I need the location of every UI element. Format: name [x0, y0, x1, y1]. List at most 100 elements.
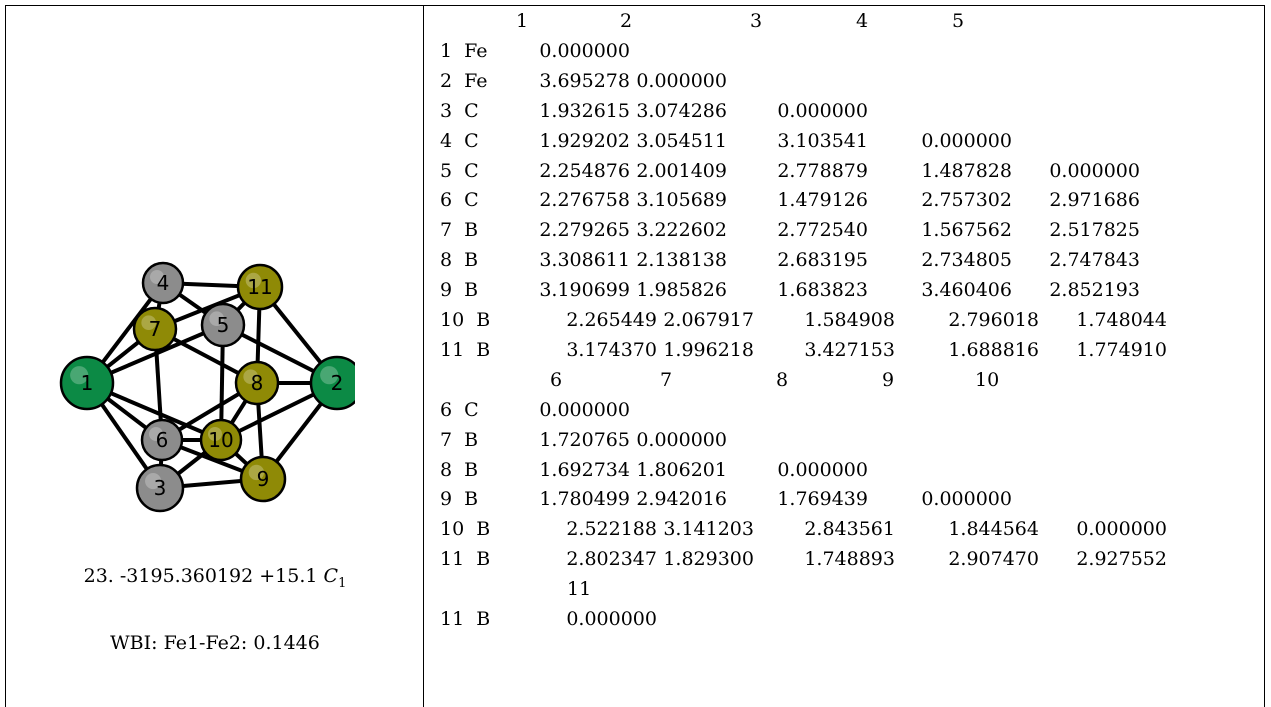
matrix-row-label: 3 C [440, 99, 479, 122]
matrix-cell: 3.141203 [663, 518, 754, 541]
atom-11: 11 [236, 263, 284, 311]
matrix-cell: 2.522188 [566, 518, 657, 541]
matrix-cell: 1.748044 [1076, 309, 1167, 331]
matrix-cell: 3.460406 [921, 279, 1012, 302]
matrix-row-label: 6 C [440, 189, 479, 212]
matrix-row-label: 11 B [440, 338, 491, 361]
matrix-cell: 1.720765 [539, 428, 630, 451]
atom-7: 7 [132, 306, 178, 352]
atom-label: 9 [257, 467, 270, 491]
matrix-cell: 1.780499 [539, 488, 630, 511]
matrix-cell: 1.769439 [777, 488, 868, 511]
matrix-cell: 2.279265 [539, 219, 630, 242]
matrix-row-label: 11 B [440, 608, 491, 630]
atom-label: 8 [251, 371, 264, 395]
matrix-row-label: 5 C [440, 159, 479, 182]
matrix-cell: 2.843561 [804, 518, 895, 541]
matrix-cell: 1.479126 [777, 189, 868, 212]
matrix-cell: 2.254876 [539, 159, 630, 182]
matrix-row-label: 6 C [440, 398, 479, 421]
matrix-column-header: 10 [975, 368, 1000, 391]
matrix-cell: 2.778879 [777, 159, 868, 182]
matrix-column-header: 9 [882, 368, 895, 391]
matrix-cell: 2.757302 [921, 189, 1012, 212]
matrix-cell: 1.929202 [539, 129, 630, 152]
matrix-cell: 3.074286 [636, 99, 727, 122]
matrix-cell: 3.308611 [539, 249, 630, 272]
matrix-cell: 1.748893 [804, 548, 895, 571]
matrix-row-label: 4 C [440, 129, 479, 152]
atom-2: 2 [309, 355, 355, 411]
matrix-cell: 3.695278 [539, 69, 630, 92]
table-top-border [5, 5, 1265, 6]
matrix-cell: 1.584908 [804, 309, 895, 331]
matrix-row-label: 11 B [440, 548, 491, 571]
atom-8: 8 [234, 360, 280, 406]
matrix-column-header: 3 [750, 10, 763, 32]
atom-label: 7 [149, 317, 162, 341]
matrix-cell: 2.001409 [636, 159, 727, 182]
atom-3: 3 [135, 463, 185, 513]
matrix-cell: 3.103541 [777, 129, 868, 152]
matrix-cell: 1.996218 [663, 338, 754, 361]
matrix-column-header: 2 [620, 10, 633, 32]
matrix-cell: 2.265449 [566, 309, 657, 331]
matrix-cell: 1.985826 [636, 279, 727, 302]
matrix-cell: 0.000000 [921, 488, 1012, 511]
matrix-row-label: 7 B [440, 219, 479, 242]
matrix-cell: 2.683195 [777, 249, 868, 272]
matrix-cell: 2.734805 [921, 249, 1012, 272]
matrix-column-header: 7 [660, 368, 673, 391]
matrix-cell: 2.942016 [636, 488, 727, 511]
matrix-column-header: 8 [776, 368, 789, 391]
table-right-border [1264, 5, 1265, 707]
matrix-column-header: 11 [567, 578, 592, 601]
matrix-cell: 1.688816 [948, 338, 1039, 361]
matrix-cell: 1.844564 [948, 518, 1039, 541]
atom-6: 6 [140, 418, 184, 462]
matrix-cell: 2.796018 [948, 309, 1039, 331]
matrix-cell: 0.000000 [636, 69, 727, 92]
atom-10: 10 [199, 418, 243, 462]
matrix-cell: 0.000000 [539, 398, 630, 421]
matrix-cell: 1.806201 [636, 458, 727, 481]
atom-label: 5 [217, 313, 230, 337]
matrix-row-label: 10 B [440, 518, 491, 541]
matrix-row-label: 9 B [440, 279, 479, 302]
symmetry-label: C1 [323, 565, 347, 591]
matrix-cell: 0.000000 [777, 99, 868, 122]
matrix-cell: 1.487828 [921, 159, 1012, 182]
table-left-border [5, 5, 6, 707]
matrix-cell: 0.000000 [539, 39, 630, 62]
matrix-cell: 2.747843 [1049, 249, 1140, 272]
matrix-cell: 3.427153 [804, 338, 895, 361]
matrix-cell: 1.692734 [539, 458, 630, 481]
molecule-structure: 3 6 9 10 1 2 8 5 7 4 11 [59, 261, 355, 513]
matrix-cell: 2.907470 [948, 548, 1039, 571]
matrix-cell: 0.000000 [1076, 518, 1167, 541]
matrix-cell: 2.852193 [1049, 279, 1140, 302]
matrix-cell: 0.000000 [636, 428, 727, 451]
matrix-row-label: 7 B [440, 428, 479, 451]
atom-label: 6 [156, 428, 169, 452]
matrix-cell: 1.683823 [777, 279, 868, 302]
atom-9: 9 [239, 455, 287, 503]
matrix-cell: 0.000000 [566, 608, 657, 630]
energy-text: 23. -3195.360192 +15.1 [83, 565, 318, 587]
matrix-cell: 0.000000 [777, 458, 868, 481]
matrix-cell: 1.774910 [1076, 338, 1167, 361]
matrix-cell: 2.927552 [1076, 548, 1167, 571]
matrix-cell: 2.517825 [1049, 219, 1140, 242]
matrix-cell: 3.054511 [636, 129, 727, 152]
atom-label: 4 [157, 271, 170, 295]
atom-label: 3 [154, 476, 167, 500]
matrix-cell: 2.138138 [636, 249, 727, 272]
matrix-cell: 0.000000 [1049, 159, 1140, 182]
matrix-row-label: 10 B [440, 309, 491, 331]
matrix-cell: 2.067917 [663, 309, 754, 331]
matrix-cell: 3.174370 [566, 338, 657, 361]
matrix-cell: 2.772540 [777, 219, 868, 242]
matrix-cell: 0.000000 [921, 129, 1012, 152]
matrix-cell: 2.276758 [539, 189, 630, 212]
